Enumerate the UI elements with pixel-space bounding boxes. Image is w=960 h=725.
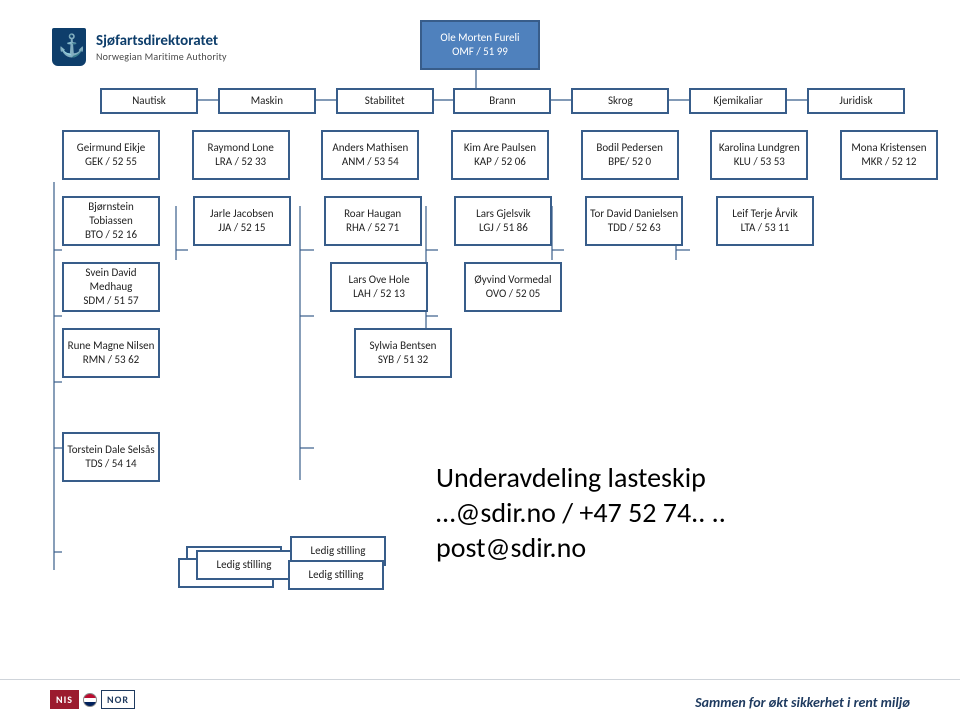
person-box: Sylwia BentsenSYB / 51 32 bbox=[354, 328, 452, 378]
person-box: Tor David DanielsenTDD / 52 63 bbox=[585, 196, 683, 246]
person-name: Mona Kristensen bbox=[844, 141, 934, 155]
person-box: Anders MathisenANM / 53 54 bbox=[321, 130, 419, 180]
person-name: Lars Gjelsvik bbox=[458, 207, 548, 221]
person-name: Raymond Lone bbox=[196, 141, 286, 155]
footer-slogan: Sammen for økt sikkerhet i rent miljø bbox=[695, 694, 910, 711]
person-box: Karolina LundgrenKLU / 53 53 bbox=[710, 130, 808, 180]
category-row: Nautisk Maskin Stabilitet Brann Skrog Kj… bbox=[100, 88, 905, 114]
person-name: Lars Ove Hole bbox=[334, 273, 424, 287]
person-name: Øyvind Vormedal bbox=[468, 273, 558, 287]
person-box: Bodil PedersenBPE/ 52 0 bbox=[581, 130, 679, 180]
cat-skrog: Skrog bbox=[571, 88, 669, 114]
person-code: RMN / 53 62 bbox=[66, 353, 156, 367]
person-code: ANM / 53 54 bbox=[325, 155, 415, 169]
person-code: JJA / 52 15 bbox=[197, 221, 287, 235]
person-code: LRA / 52 33 bbox=[196, 155, 286, 169]
cat-brann: Brann bbox=[453, 88, 551, 114]
person-code: LTA / 53 11 bbox=[720, 221, 810, 235]
person-box: Torstein Dale SelsåsTDS / 54 14 bbox=[62, 432, 160, 482]
person-name: Leif Terje Årvik bbox=[720, 207, 810, 221]
person-name: Rune Magne Nilsen bbox=[66, 339, 156, 353]
cat-nautisk: Nautisk bbox=[100, 88, 198, 114]
person-code: BPE/ 52 0 bbox=[585, 155, 675, 169]
person-box: Kim Are PaulsenKAP / 52 06 bbox=[451, 130, 549, 180]
root-name: Ole Morten Fureli bbox=[424, 31, 536, 45]
footer-logo: NIS NOR bbox=[50, 690, 135, 709]
nor-badge: NOR bbox=[101, 690, 135, 709]
person-code: LAH / 52 13 bbox=[334, 287, 424, 301]
flag-icon bbox=[83, 693, 97, 707]
caption-line3: post@sdir.no bbox=[436, 530, 726, 565]
person-row-5: Torstein Dale SelsåsTDS / 54 14 bbox=[62, 394, 452, 482]
person-code: KAP / 52 06 bbox=[455, 155, 545, 169]
person-name: Torstein Dale Selsås bbox=[66, 443, 156, 457]
person-name: Karolina Lundgren bbox=[714, 141, 804, 155]
person-box: Bjørnstein TobiassenBTO / 52 16 bbox=[62, 196, 160, 246]
cat-kjemikaliar: Kjemikaliar bbox=[689, 88, 787, 114]
footer: NIS NOR Sammen for økt sikkerhet i rent … bbox=[0, 679, 960, 725]
person-code: GEK / 52 55 bbox=[66, 155, 156, 169]
person-code: RHA / 52 71 bbox=[328, 221, 418, 235]
person-row-2: Bjørnstein TobiassenBTO / 52 16 Jarle Ja… bbox=[62, 196, 814, 246]
person-code: LGJ / 51 86 bbox=[458, 221, 548, 235]
caption-line2: …@sdir.no / +47 52 74.. .. bbox=[436, 495, 726, 530]
person-box: Raymond LoneLRA / 52 33 bbox=[192, 130, 290, 180]
caption-line1: Underavdeling lasteskip bbox=[436, 460, 726, 495]
person-box: Geirmund EikjeGEK / 52 55 bbox=[62, 130, 160, 180]
person-code: KLU / 53 53 bbox=[714, 155, 804, 169]
cat-maskin: Maskin bbox=[218, 88, 316, 114]
person-name: Kim Are Paulsen bbox=[455, 141, 545, 155]
person-code: OVO / 52 05 bbox=[468, 287, 558, 301]
main-caption: Underavdeling lasteskip …@sdir.no / +47 … bbox=[436, 460, 726, 565]
vacant-box: Ledig stilling bbox=[288, 560, 384, 590]
person-box: Rune Magne NilsenRMN / 53 62 bbox=[62, 328, 160, 378]
person-name: Roar Haugan bbox=[328, 207, 418, 221]
vacant-box: Ledig stilling bbox=[196, 550, 292, 580]
person-row-1: Geirmund EikjeGEK / 52 55 Raymond LoneLR… bbox=[62, 130, 938, 180]
person-name: Jarle Jacobsen bbox=[197, 207, 287, 221]
person-box: Leif Terje ÅrvikLTA / 53 11 bbox=[716, 196, 814, 246]
person-code: SDM / 51 57 bbox=[66, 294, 156, 308]
person-code: TDD / 52 63 bbox=[589, 221, 679, 235]
cat-stabilitet: Stabilitet bbox=[336, 88, 434, 114]
person-box: Mona KristensenMKR / 52 12 bbox=[840, 130, 938, 180]
person-box: Svein David MedhaugSDM / 51 57 bbox=[62, 262, 160, 312]
person-box: Roar HauganRHA / 52 71 bbox=[324, 196, 422, 246]
person-code: BTO / 52 16 bbox=[66, 228, 156, 242]
nis-badge: NIS bbox=[50, 690, 79, 709]
person-name: Geirmund Eikje bbox=[66, 141, 156, 155]
org-chart: Ole Morten Fureli OMF / 51 99 Nautisk Ma… bbox=[0, 20, 960, 482]
root-box: Ole Morten Fureli OMF / 51 99 bbox=[420, 20, 540, 70]
person-box: Lars GjelsvikLGJ / 51 86 bbox=[454, 196, 552, 246]
person-name: Tor David Danielsen bbox=[589, 207, 679, 221]
person-box: Øyvind VormedalOVO / 52 05 bbox=[464, 262, 562, 312]
person-row-3: Svein David MedhaugSDM / 51 57 Lars Ove … bbox=[62, 262, 562, 312]
person-row-4: Rune Magne NilsenRMN / 53 62 Sylwia Bent… bbox=[62, 328, 452, 378]
cat-juridisk: Juridisk bbox=[807, 88, 905, 114]
root-code: OMF / 51 99 bbox=[424, 45, 536, 59]
person-code: TDS / 54 14 bbox=[66, 457, 156, 471]
person-name: Bjørnstein Tobiassen bbox=[66, 200, 156, 228]
person-name: Sylwia Bentsen bbox=[358, 339, 448, 353]
person-code: MKR / 52 12 bbox=[844, 155, 934, 169]
person-code: SYB / 51 32 bbox=[358, 353, 448, 367]
person-name: Bodil Pedersen bbox=[585, 141, 675, 155]
person-box: Jarle JacobsenJJA / 52 15 bbox=[193, 196, 291, 246]
person-name: Anders Mathisen bbox=[325, 141, 415, 155]
person-box: Lars Ove HoleLAH / 52 13 bbox=[330, 262, 428, 312]
person-name: Svein David Medhaug bbox=[66, 266, 156, 294]
